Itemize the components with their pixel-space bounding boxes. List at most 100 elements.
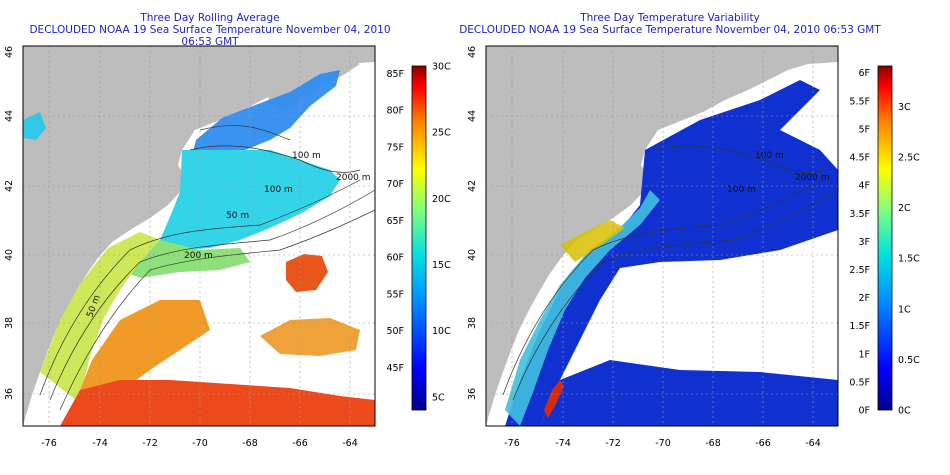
colorbar-c-label: 5C <box>432 392 445 403</box>
left-sst-green-shelf <box>120 240 250 278</box>
left-sst-orange-eddy <box>260 318 360 356</box>
right-colorbar: 6F 5.5F 5F 4.5F 4F 3.5F 3F 2.5F 2F 1.5F 1F 0.5F 0F 3… <box>849 65 920 417</box>
colorbar-f-label: 70F <box>386 179 404 190</box>
left-lon-tick: -76 <box>41 438 57 449</box>
colorbar-f-label: 85F <box>386 69 404 80</box>
right-contours <box>502 145 838 401</box>
right-map-frame <box>485 45 839 427</box>
left-lon-tick: -66 <box>292 438 308 449</box>
colorbar-f-label: 5.5F <box>849 96 870 107</box>
left-lon-tick: -70 <box>192 438 208 449</box>
right-axis: -76 -74 -72 -70 -68 -66 -64 36 38 40 42 … <box>467 46 821 449</box>
left-lat-tick: 44 <box>4 110 15 122</box>
left-contour-label-4: 50 m <box>226 211 249 221</box>
right-colorbar-f-labels: 6F 5.5F 5F 4.5F 4F 3.5F 3F 2.5F 2F 1.5F 1F 0.5F 0F <box>849 68 870 416</box>
left-land <box>23 46 375 426</box>
left-title: Three Day Rolling Average DECLOUDED NOAA… <box>20 12 400 48</box>
left-sst-cyan-shelf <box>160 150 340 250</box>
colorbar-c-label: 10C <box>432 326 451 337</box>
colorbar-f-label: 2F <box>858 293 870 304</box>
right-lon-tick: -72 <box>605 438 621 449</box>
right-lat-tick: 40 <box>467 249 478 261</box>
colorbar-c-label: 15C <box>432 260 451 271</box>
left-grid <box>23 46 375 426</box>
right-lon-tick: -74 <box>555 438 571 449</box>
left-lat-tick: 36 <box>4 388 15 400</box>
right-lon-tick: -76 <box>504 438 520 449</box>
left-contours <box>39 125 375 411</box>
colorbar-f-label: 5F <box>858 124 870 135</box>
left-sst-offshore-cyan <box>23 112 46 140</box>
colorbar-f-label: 55F <box>386 289 404 300</box>
right-lat-tick: 42 <box>467 180 478 192</box>
right-lon-tick: -68 <box>705 438 721 449</box>
colorbar-c-label: 20C <box>432 194 451 205</box>
left-lat-tick: 42 <box>4 180 15 192</box>
left-contour-label-5: 200 m <box>184 251 213 261</box>
right-var-low-shelf <box>505 80 838 426</box>
colorbar-f-label: 45F <box>386 363 404 374</box>
colorbar-f-label: 3.5F <box>849 209 870 220</box>
colorbar-c-label: 3C <box>898 102 911 113</box>
left-contour-label-1: 100 m <box>292 151 321 161</box>
left-lon-ticks: -76 -74 -72 -70 -68 -66 -64 <box>41 438 358 449</box>
right-contour-label-3: 2000 m <box>795 173 830 183</box>
right-lon-tick: -64 <box>805 438 821 449</box>
right-lat-tick: 36 <box>467 388 478 400</box>
left-map: 100 m 100 m 2000 m 50 m 200 m 50 m <box>23 46 375 426</box>
colorbar-c-label: 30C <box>432 62 451 73</box>
right-grid <box>486 46 838 426</box>
colorbar-c-label: 1.5C <box>898 254 920 265</box>
left-map-frame <box>22 45 376 427</box>
colorbar-f-label: 80F <box>386 106 404 117</box>
left-axis: -76 -74 -72 -70 -68 -66 -64 36 38 40 42 … <box>4 46 358 449</box>
colorbar-f-label: 2.5F <box>849 265 870 276</box>
colorbar-c-label: 2.5C <box>898 153 920 164</box>
right-colorbar-ramp <box>877 65 893 411</box>
right-lon-tick: -66 <box>755 438 771 449</box>
left-lon-tick: -64 <box>342 438 358 449</box>
colorbar-f-label: 60F <box>386 253 404 264</box>
right-lat-tick: 38 <box>467 317 478 329</box>
left-sst-red-gulfstream <box>60 380 375 426</box>
colorbar-f-label: 3F <box>858 237 870 248</box>
left-lon-tick: -72 <box>142 438 158 449</box>
right-var-red-streak <box>544 380 564 418</box>
right-lat-ticks: 36 38 40 42 44 46 <box>467 46 478 400</box>
right-lat-tick: 46 <box>467 46 478 58</box>
colorbar-c-label: 0C <box>898 406 911 417</box>
left-lat-tick: 40 <box>4 249 15 261</box>
right-contour-label-1: 100 m <box>755 151 784 161</box>
left-sst-orange-south <box>76 300 210 400</box>
right-var-high-ridge <box>560 220 625 262</box>
colorbar-f-label: 4.5F <box>849 153 870 164</box>
left-lon-tick: -74 <box>92 438 108 449</box>
left-colorbar-c-labels: 30C 25C 20C 15C 10C 5C <box>432 62 451 404</box>
colorbar-c-label: 0.5C <box>898 355 920 366</box>
colorbar-c-label: 25C <box>432 128 451 139</box>
left-sst-red-eddy <box>286 254 328 292</box>
right-land <box>486 46 838 426</box>
left-lat-tick: 46 <box>4 46 15 58</box>
left-title-line1: Three Day Rolling Average <box>140 12 280 24</box>
right-map: 100 m 100 m 2000 m <box>486 46 838 426</box>
right-lat-tick: 44 <box>467 110 478 122</box>
left-lat-ticks: 36 38 40 42 44 46 <box>4 46 15 400</box>
left-lat-tick: 38 <box>4 317 15 329</box>
colorbar-f-label: 1F <box>858 349 870 360</box>
colorbar-f-label: 75F <box>386 142 404 153</box>
left-colorbar: 85F 80F 75F 70F 65F 60F 55F 50F 45F 30C 25C 20C 15C… <box>386 62 451 411</box>
colorbar-f-label: 4F <box>858 181 870 192</box>
right-lon-ticks: -76 -74 -72 -70 -68 -66 -64 <box>504 438 821 449</box>
colorbar-f-label: 0.5F <box>849 377 870 388</box>
left-title-line2: DECLOUDED NOAA 19 Sea Surface Temperatur… <box>29 24 391 48</box>
colorbar-f-label: 50F <box>386 326 404 337</box>
right-contour-label-2: 100 m <box>727 185 756 195</box>
left-contour-label-3: 2000 m <box>336 173 371 183</box>
right-lon-tick: -70 <box>655 438 671 449</box>
right-title-line2: DECLOUDED NOAA 19 Sea Surface Temperatur… <box>459 24 881 36</box>
right-var-low-south <box>540 360 838 426</box>
right-title-line1: Three Day Temperature Variability <box>580 12 760 24</box>
colorbar-c-label: 1C <box>898 304 911 315</box>
